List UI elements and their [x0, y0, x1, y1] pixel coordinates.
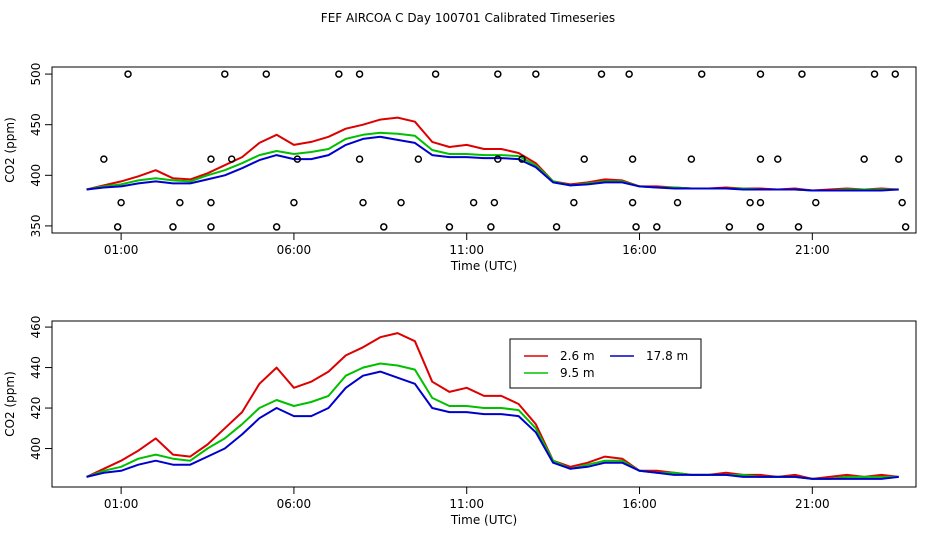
- flag-point: [532, 70, 540, 78]
- x-tick-label: 11:00: [449, 243, 484, 257]
- x-tick-label: 21:00: [795, 243, 830, 257]
- flag-point: [697, 70, 706, 78]
- legend-label: 17.8 m: [646, 349, 688, 363]
- flag-point: [628, 155, 637, 163]
- flag-point: [494, 70, 502, 78]
- flag-point: [625, 70, 633, 78]
- flag-point: [570, 198, 578, 207]
- flag-point: [335, 70, 343, 78]
- flag-point: [756, 198, 765, 207]
- y-axis-label: CO2 (ppm): [3, 371, 17, 437]
- flag-point: [117, 198, 125, 207]
- flag-point: [355, 155, 364, 163]
- flag-point: [227, 155, 236, 163]
- flag-point: [221, 70, 229, 78]
- x-axis-label: Time (UTC): [450, 259, 517, 273]
- flag-point: [355, 70, 364, 78]
- flag-point: [774, 155, 782, 163]
- flag-point: [580, 155, 588, 163]
- y-tick-label: 400: [29, 437, 43, 460]
- flag-point: [487, 223, 495, 231]
- flag-point: [290, 198, 298, 207]
- y-tick-label: 500: [29, 63, 43, 86]
- legend-label: 9.5 m: [560, 366, 595, 380]
- legend: 2.6 m 17.8 m 9.5 m: [509, 338, 702, 389]
- flag-point: [798, 70, 806, 78]
- flag-point: [490, 198, 499, 207]
- y-tick-label: 460: [29, 316, 43, 339]
- x-tick-label: 01:00: [104, 243, 139, 257]
- flag-point: [272, 223, 281, 231]
- flag-point: [262, 70, 271, 78]
- flag-point: [794, 223, 803, 231]
- plot-frame: [51, 66, 917, 234]
- flag-point: [673, 198, 682, 207]
- y-tick-label: 350: [29, 214, 43, 237]
- flag-point: [552, 223, 561, 231]
- flag-point: [894, 155, 903, 163]
- series-line-17-8-m: [86, 370, 899, 480]
- x-tick-label: 16:00: [622, 497, 657, 511]
- x-tick-label: 11:00: [449, 497, 484, 511]
- flag-point: [632, 223, 640, 231]
- y-tick-label: 400: [29, 164, 43, 187]
- flag-point: [469, 198, 478, 207]
- flag-point: [901, 223, 910, 231]
- flag-point: [293, 155, 302, 163]
- figure-title: FEF AIRCOA C Day 100701 Calibrated Times…: [321, 11, 615, 25]
- flag-point: [746, 198, 754, 207]
- flag-point: [113, 223, 122, 231]
- x-tick-label: 01:00: [104, 497, 139, 511]
- plot-frame: [51, 320, 917, 488]
- flag-point: [397, 198, 405, 207]
- flag-point: [687, 155, 696, 163]
- flag-point: [756, 155, 765, 163]
- y-tick-label: 450: [29, 113, 43, 136]
- flag-point: [431, 70, 440, 78]
- flag-point: [176, 198, 184, 207]
- flag-point: [597, 70, 606, 78]
- flag-point: [380, 223, 388, 231]
- flag-point: [494, 155, 502, 163]
- flag-point: [100, 155, 108, 163]
- flag-point: [756, 223, 765, 231]
- flag-point: [860, 155, 868, 163]
- y-tick-label: 440: [29, 356, 43, 379]
- x-tick-label: 06:00: [277, 243, 312, 257]
- flag-point: [207, 198, 215, 207]
- flag-point: [207, 155, 215, 163]
- flag-point: [207, 223, 215, 231]
- x-axis-label: Time (UTC): [450, 513, 517, 527]
- legend-label: 2.6 m: [560, 349, 595, 363]
- flag-point: [898, 198, 906, 207]
- flag-point: [653, 223, 661, 231]
- x-tick-label: 06:00: [277, 497, 312, 511]
- y-tick-label: 420: [29, 397, 43, 420]
- y-axis-label: CO2 (ppm): [3, 117, 17, 183]
- series-line-17-8-m: [86, 135, 899, 192]
- legend-box: [509, 338, 702, 389]
- flag-point: [725, 223, 734, 231]
- flag-point: [628, 198, 637, 207]
- flag-point: [812, 198, 820, 207]
- flag-point: [124, 70, 132, 78]
- bottom-panel: 01:00 06:00 11:00 16:00 21:00 400 420 440 460 Tim…: [3, 316, 917, 527]
- flag-point: [518, 155, 526, 163]
- flag-point: [756, 70, 765, 78]
- top-panel: 01:00 06:00 11:00 16:00 21:00 350 400 450 500 Tim…: [3, 63, 917, 273]
- x-tick-label: 21:00: [795, 497, 830, 511]
- x-tick-label: 16:00: [622, 243, 657, 257]
- flag-point: [445, 223, 454, 231]
- flag-point: [414, 155, 423, 163]
- flag-point: [870, 70, 879, 78]
- series-line-2-6-m: [86, 332, 899, 480]
- series-line-9-5-m: [86, 362, 899, 480]
- flag-point: [169, 223, 177, 231]
- flag-point: [359, 198, 367, 207]
- flag-point: [891, 70, 900, 78]
